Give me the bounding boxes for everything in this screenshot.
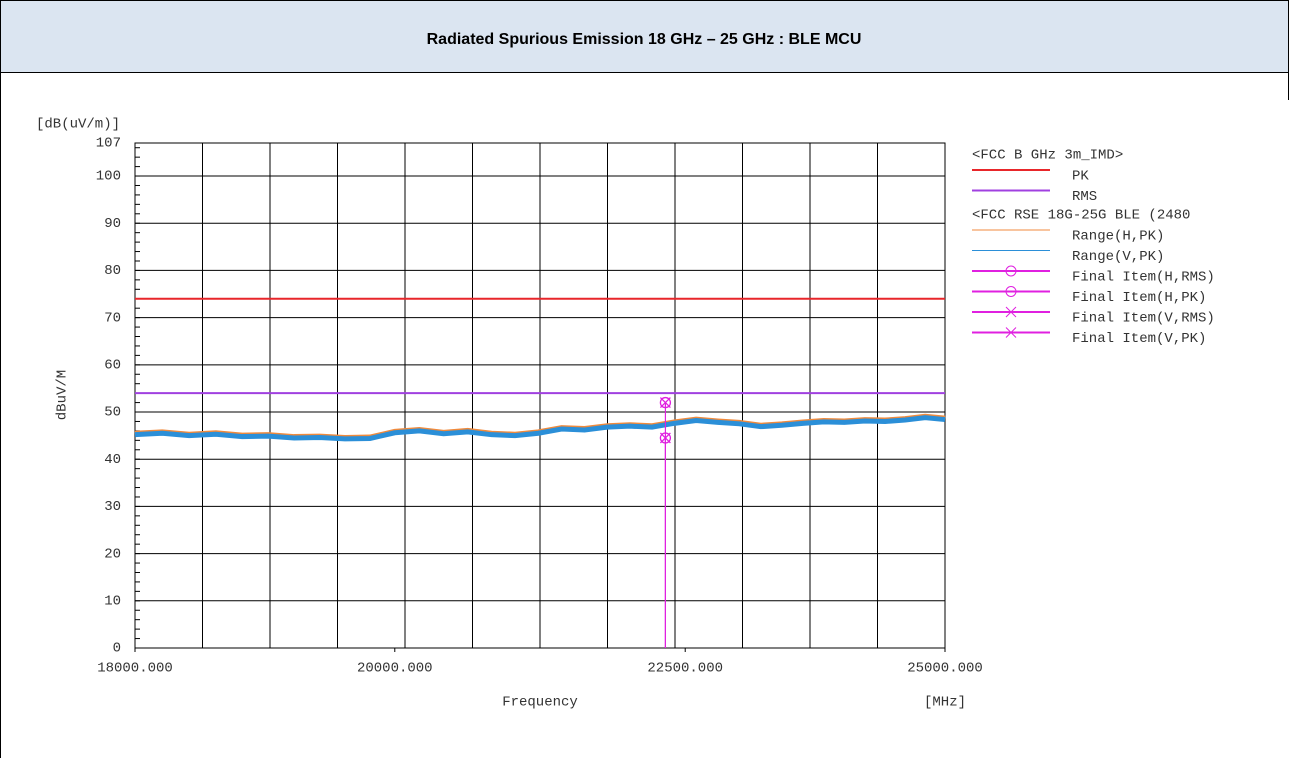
y-unit: [dB(uV/m)]	[36, 117, 120, 133]
y-tick-label: 0	[113, 641, 121, 657]
y-tick-label: 90	[104, 216, 121, 232]
x-unit: [MHz]	[924, 695, 966, 711]
y-axis-label: dBuV/M	[55, 370, 71, 420]
legend-label: Final Item(V,PK)	[1072, 331, 1206, 347]
legend-heading: <FCC RSE 18G-25G BLE (2480	[972, 208, 1190, 224]
legend-label: PK	[1072, 169, 1089, 185]
series-line	[134, 415, 946, 442]
legend-label: Final Item(H,PK)	[1072, 290, 1206, 306]
x-tick-label: 20000.000	[357, 661, 433, 677]
y-tick-label: 10	[104, 594, 121, 610]
header-band	[0, 0, 1289, 73]
final-marker	[659, 397, 671, 409]
y-tick-label: 100	[96, 169, 121, 185]
legend-label: RMS	[1072, 189, 1097, 205]
legend-label: Range(V,PK)	[1072, 249, 1164, 265]
legend-marker	[1005, 306, 1017, 318]
page-title: Radiated Spurious Emission 18 GHz – 25 G…	[427, 31, 862, 48]
y-tick-label: 30	[104, 499, 121, 515]
x-tick-label: 18000.000	[97, 661, 173, 677]
legend-marker	[1005, 286, 1017, 297]
y-tick-label: 80	[104, 263, 121, 279]
y-tick-label: 70	[104, 310, 121, 326]
legend-label: Range(H,PK)	[1072, 229, 1164, 245]
y-tick-label: 60	[104, 358, 121, 374]
x-axis-label: Frequency	[502, 695, 578, 711]
y-tick-label: 50	[104, 405, 121, 421]
y-tick-label: 107	[96, 136, 121, 152]
legend-marker	[1005, 265, 1017, 277]
y-tick-label: 20	[104, 546, 121, 562]
legend-marker	[1005, 327, 1017, 338]
legend-label: Final Item(V,RMS)	[1072, 311, 1215, 327]
x-tick-label: 22500.000	[647, 661, 723, 677]
legend-label: Final Item(H,RMS)	[1072, 270, 1215, 286]
x-tick-label: 25000.000	[907, 661, 983, 677]
y-tick-label: 40	[104, 452, 121, 468]
legend-heading: <FCC B GHz 3m_IMD>	[972, 148, 1123, 164]
